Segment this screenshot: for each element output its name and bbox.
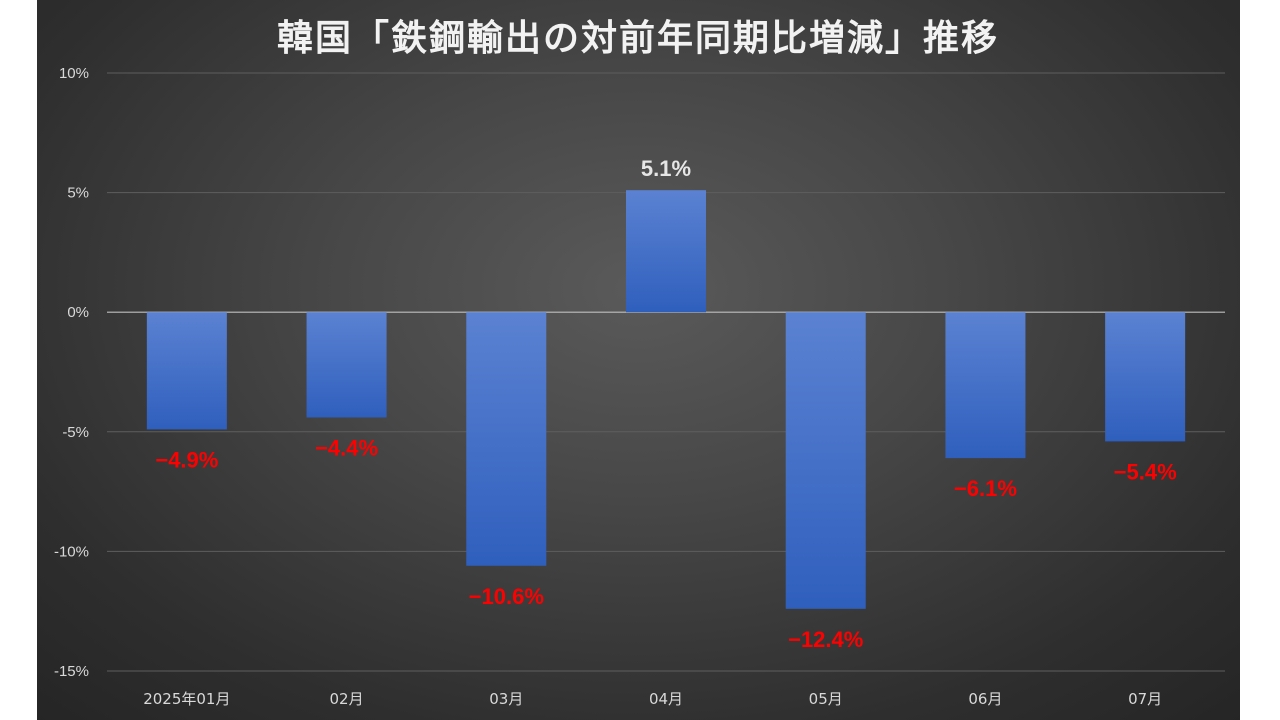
bars [146,190,1186,609]
x-axis-ticks: 2025年01月 02月 03月 04月 05月 06月 07月 [143,690,1162,708]
x-tick-label: 05月 [809,690,843,708]
data-label: −4.9% [155,447,218,472]
bar-6 [945,312,1026,459]
x-tick-label: 07月 [1128,690,1162,708]
gridlines [107,72,1225,672]
y-tick-label: 5% [67,185,89,202]
x-tick-label: 2025年01月 [143,690,230,708]
data-label: 5.1% [641,156,691,181]
chart-panel: 韓国「鉄鋼輸出の対前年同期比増減」推移 10% 5% 0% -5% -10% -15% 2… [37,0,1240,720]
y-tick-label: -15% [54,663,89,680]
bar-7 [1105,312,1186,442]
bar-2 [306,312,387,418]
x-tick-label: 03月 [489,690,523,708]
data-label: −6.1% [954,476,1017,501]
bar-5 [785,312,866,609]
x-tick-label: 06月 [968,690,1002,708]
x-tick-label: 04月 [649,690,683,708]
bar-chart: 韓国「鉄鋼輸出の対前年同期比増減」推移 10% 5% 0% -5% -10% -15% 2… [54,18,1225,708]
y-tick-label: -5% [62,424,89,441]
data-labels: −4.9% −4.4% −10.6% 5.1% −12.4% −6.1% −5.4% [155,156,1176,652]
bar-4 [626,190,706,313]
data-label: −10.6% [469,584,544,609]
y-tick-label: -10% [54,543,89,560]
chart-title: 韓国「鉄鋼輸出の対前年同期比増減」推移 [277,18,999,59]
data-label: −5.4% [1114,459,1177,484]
x-tick-label: 02月 [330,690,364,708]
bar-3 [466,312,547,566]
data-label: −12.4% [788,627,863,652]
bar-1 [146,312,227,430]
y-axis-ticks: 10% 5% 0% -5% -10% -15% [54,65,89,680]
y-tick-label: 10% [59,65,89,82]
y-tick-label: 0% [67,304,89,321]
data-label: −4.4% [315,435,378,460]
